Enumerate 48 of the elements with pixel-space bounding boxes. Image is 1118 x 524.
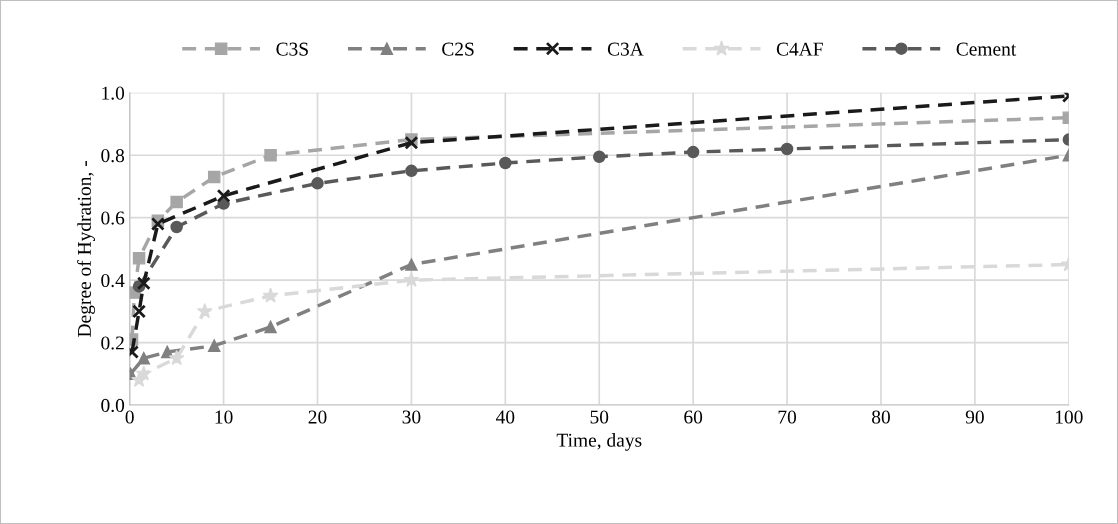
y-tick-label: 0.6 [101,211,125,225]
point [136,276,151,291]
legend-label: Cement [956,42,1017,56]
point [207,170,221,184]
legend-label: C3S [276,42,308,56]
x-tick-label: 30 [402,410,421,424]
legend-label: C4AF [776,42,823,56]
point [135,365,152,381]
point [132,252,146,265]
legend-label: C2S [442,42,474,56]
y-axis-title: Degree of Hydration, - [77,161,95,337]
x-tick-label: 20 [308,410,327,424]
y-tick-label: 0.8 [101,149,125,163]
x-tick-label: 40 [495,410,515,424]
x-tick-label: 10 [215,410,233,424]
point [137,351,151,365]
x-tick-label: 80 [872,410,890,424]
point [262,287,279,303]
point [499,156,512,170]
point [405,258,418,271]
point [170,195,183,209]
x-tick-label: 90 [965,410,984,424]
y-tick-label: 0.4 [101,273,125,288]
point [403,271,420,288]
y-tick-label: 1.0 [102,86,125,100]
x-tick-label: 100 [1055,410,1083,424]
y-tick-label: 0.2 [101,336,124,350]
point [264,320,277,334]
x-tick-label: 70 [778,410,797,424]
x-tick-label: 50 [590,410,609,424]
x-tick-label: 60 [684,410,703,424]
point [264,148,277,162]
y-tick-label: 0.0 [101,398,125,413]
point [196,303,213,319]
point [132,304,147,319]
point [168,349,185,366]
point [170,220,183,234]
x-axis-title: Time, days [556,433,642,451]
point [207,339,221,352]
point [404,135,419,150]
point [216,188,231,203]
legend-label: C3A [607,42,644,56]
x-tick-label: 0 [125,410,134,424]
point [686,145,700,159]
point [780,142,794,156]
point [592,150,606,164]
point [405,164,418,178]
point [311,177,324,190]
